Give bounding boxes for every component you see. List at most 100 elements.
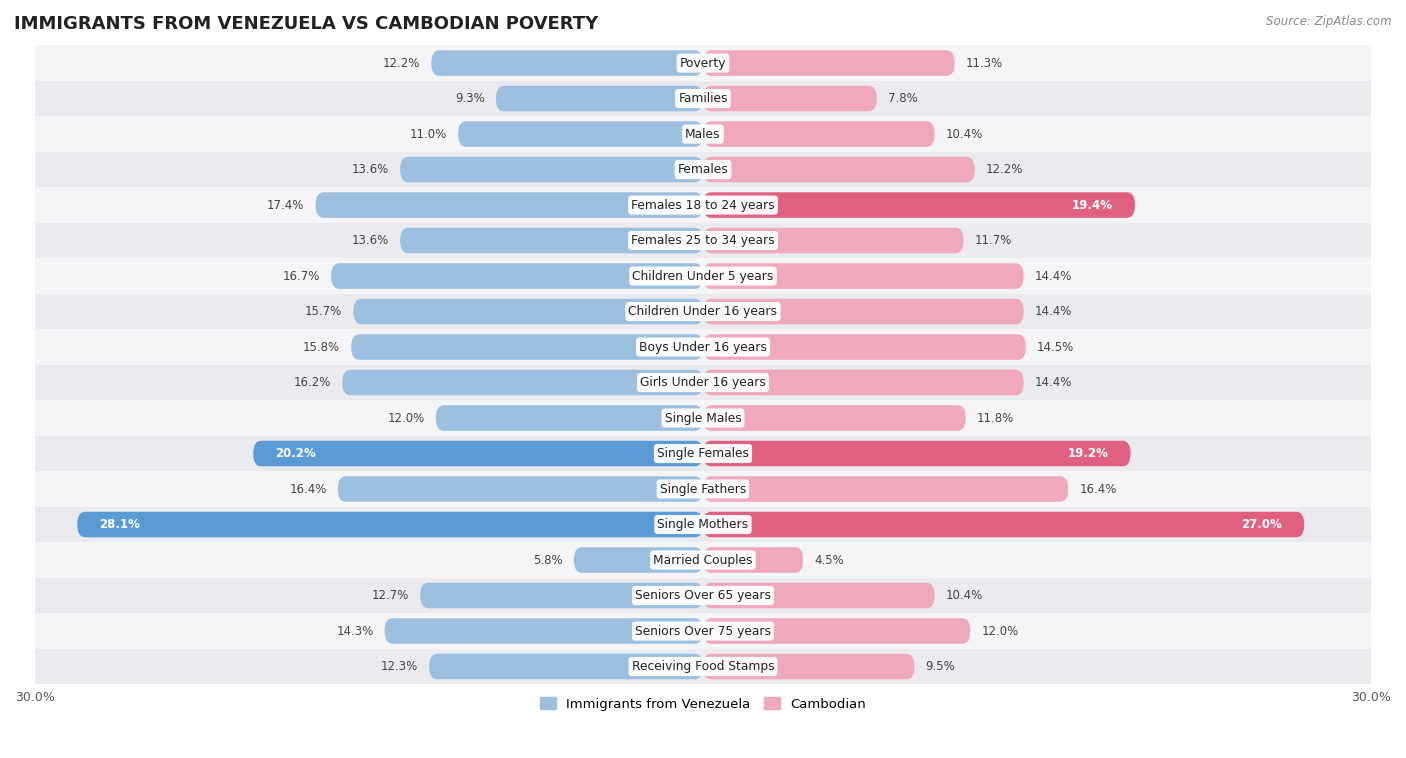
- Bar: [35, 294, 1371, 329]
- Text: 12.2%: 12.2%: [382, 57, 420, 70]
- Text: 11.0%: 11.0%: [409, 127, 447, 140]
- FancyBboxPatch shape: [703, 370, 1024, 396]
- Bar: [35, 649, 1371, 684]
- Text: 13.6%: 13.6%: [352, 234, 389, 247]
- FancyBboxPatch shape: [77, 512, 703, 537]
- FancyBboxPatch shape: [458, 121, 703, 147]
- Text: Single Mothers: Single Mothers: [658, 518, 748, 531]
- FancyBboxPatch shape: [352, 334, 703, 360]
- FancyBboxPatch shape: [703, 299, 1024, 324]
- FancyBboxPatch shape: [703, 653, 914, 679]
- FancyBboxPatch shape: [703, 50, 955, 76]
- Bar: [35, 223, 1371, 258]
- Text: 13.6%: 13.6%: [352, 163, 389, 176]
- Text: Seniors Over 65 years: Seniors Over 65 years: [636, 589, 770, 602]
- FancyBboxPatch shape: [574, 547, 703, 573]
- Text: Females 25 to 34 years: Females 25 to 34 years: [631, 234, 775, 247]
- Bar: [35, 613, 1371, 649]
- Text: 19.4%: 19.4%: [1071, 199, 1112, 211]
- Text: Females 18 to 24 years: Females 18 to 24 years: [631, 199, 775, 211]
- FancyBboxPatch shape: [432, 50, 703, 76]
- FancyBboxPatch shape: [703, 86, 877, 111]
- FancyBboxPatch shape: [703, 227, 963, 253]
- Text: 14.4%: 14.4%: [1035, 305, 1073, 318]
- Text: Females: Females: [678, 163, 728, 176]
- Text: Seniors Over 75 years: Seniors Over 75 years: [636, 625, 770, 637]
- Text: 12.7%: 12.7%: [371, 589, 409, 602]
- FancyBboxPatch shape: [703, 512, 1305, 537]
- Text: 9.3%: 9.3%: [456, 92, 485, 105]
- Bar: [35, 507, 1371, 542]
- Bar: [35, 81, 1371, 116]
- Bar: [35, 578, 1371, 613]
- Text: 11.7%: 11.7%: [974, 234, 1012, 247]
- Text: Single Fathers: Single Fathers: [659, 483, 747, 496]
- Text: 14.5%: 14.5%: [1038, 340, 1074, 353]
- Text: 14.4%: 14.4%: [1035, 376, 1073, 389]
- Bar: [35, 400, 1371, 436]
- Bar: [35, 45, 1371, 81]
- FancyBboxPatch shape: [703, 440, 1130, 466]
- Text: 10.4%: 10.4%: [946, 589, 983, 602]
- FancyBboxPatch shape: [253, 440, 703, 466]
- Text: Children Under 16 years: Children Under 16 years: [628, 305, 778, 318]
- FancyBboxPatch shape: [703, 157, 974, 183]
- Bar: [35, 436, 1371, 471]
- Text: Families: Families: [678, 92, 728, 105]
- FancyBboxPatch shape: [703, 334, 1026, 360]
- FancyBboxPatch shape: [703, 547, 803, 573]
- Text: Single Females: Single Females: [657, 447, 749, 460]
- Text: 16.4%: 16.4%: [1080, 483, 1116, 496]
- FancyBboxPatch shape: [703, 121, 935, 147]
- Text: 11.8%: 11.8%: [977, 412, 1014, 424]
- FancyBboxPatch shape: [429, 653, 703, 679]
- Bar: [35, 365, 1371, 400]
- FancyBboxPatch shape: [385, 619, 703, 644]
- FancyBboxPatch shape: [496, 86, 703, 111]
- Bar: [35, 471, 1371, 507]
- Bar: [35, 258, 1371, 294]
- Text: 12.0%: 12.0%: [981, 625, 1018, 637]
- Bar: [35, 187, 1371, 223]
- FancyBboxPatch shape: [353, 299, 703, 324]
- Legend: Immigrants from Venezuela, Cambodian: Immigrants from Venezuela, Cambodian: [534, 692, 872, 716]
- FancyBboxPatch shape: [436, 406, 703, 431]
- Text: 19.2%: 19.2%: [1067, 447, 1108, 460]
- Text: 14.4%: 14.4%: [1035, 270, 1073, 283]
- Text: 15.8%: 15.8%: [302, 340, 340, 353]
- Text: 16.2%: 16.2%: [294, 376, 330, 389]
- Text: 4.5%: 4.5%: [814, 553, 844, 566]
- Text: Males: Males: [685, 127, 721, 140]
- FancyBboxPatch shape: [342, 370, 703, 396]
- Text: Children Under 5 years: Children Under 5 years: [633, 270, 773, 283]
- Text: Receiving Food Stamps: Receiving Food Stamps: [631, 660, 775, 673]
- Text: Married Couples: Married Couples: [654, 553, 752, 566]
- Bar: [35, 116, 1371, 152]
- FancyBboxPatch shape: [420, 583, 703, 609]
- Text: 11.3%: 11.3%: [966, 57, 1002, 70]
- FancyBboxPatch shape: [703, 193, 1135, 218]
- FancyBboxPatch shape: [330, 263, 703, 289]
- Text: 7.8%: 7.8%: [887, 92, 918, 105]
- Text: Single Males: Single Males: [665, 412, 741, 424]
- Text: 27.0%: 27.0%: [1241, 518, 1282, 531]
- Text: 15.7%: 15.7%: [305, 305, 342, 318]
- Text: Source: ZipAtlas.com: Source: ZipAtlas.com: [1267, 15, 1392, 28]
- Text: 28.1%: 28.1%: [100, 518, 141, 531]
- Text: 9.5%: 9.5%: [925, 660, 956, 673]
- Text: 12.2%: 12.2%: [986, 163, 1024, 176]
- FancyBboxPatch shape: [401, 157, 703, 183]
- FancyBboxPatch shape: [401, 227, 703, 253]
- Text: 20.2%: 20.2%: [276, 447, 316, 460]
- Bar: [35, 152, 1371, 187]
- Text: 5.8%: 5.8%: [533, 553, 562, 566]
- Text: 10.4%: 10.4%: [946, 127, 983, 140]
- Bar: [35, 542, 1371, 578]
- Text: Poverty: Poverty: [679, 57, 727, 70]
- Text: 16.7%: 16.7%: [283, 270, 321, 283]
- Text: 12.3%: 12.3%: [381, 660, 418, 673]
- FancyBboxPatch shape: [315, 193, 703, 218]
- FancyBboxPatch shape: [703, 263, 1024, 289]
- Text: Boys Under 16 years: Boys Under 16 years: [640, 340, 766, 353]
- Text: IMMIGRANTS FROM VENEZUELA VS CAMBODIAN POVERTY: IMMIGRANTS FROM VENEZUELA VS CAMBODIAN P…: [14, 15, 599, 33]
